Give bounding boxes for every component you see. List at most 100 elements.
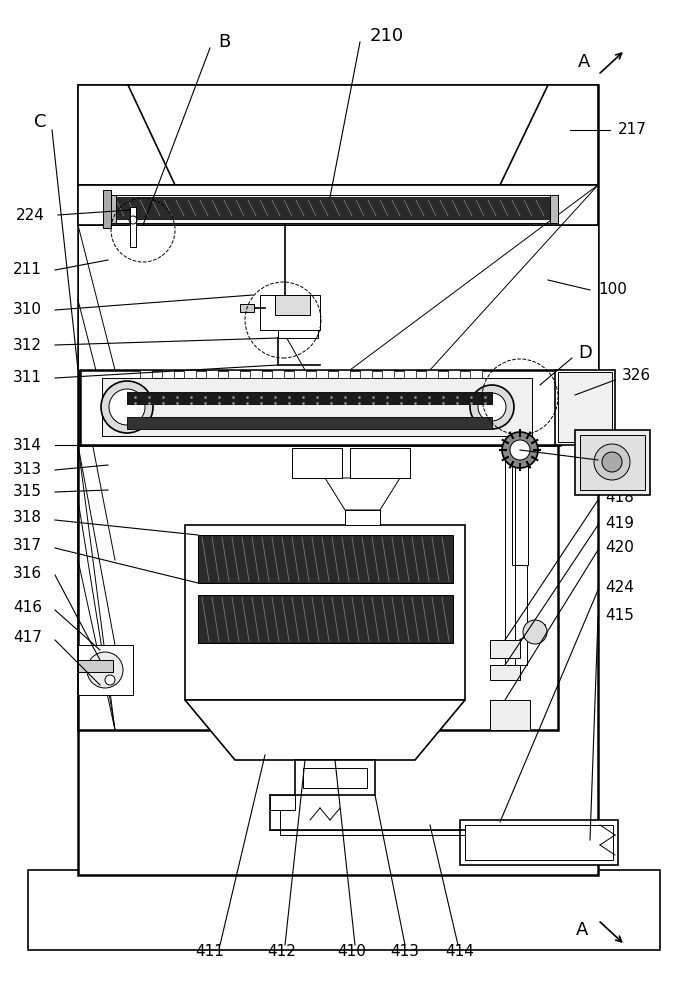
Bar xyxy=(108,195,558,223)
Bar xyxy=(382,370,394,378)
Circle shape xyxy=(594,444,630,480)
Text: 424: 424 xyxy=(605,580,634,595)
Bar xyxy=(470,370,482,378)
Bar xyxy=(575,430,650,495)
Text: 417: 417 xyxy=(13,631,42,646)
Text: 312: 312 xyxy=(13,338,42,353)
Bar xyxy=(108,195,116,223)
Bar xyxy=(28,870,660,950)
Polygon shape xyxy=(325,478,400,510)
Text: 224: 224 xyxy=(16,208,45,223)
Text: C: C xyxy=(34,113,46,131)
Text: A: A xyxy=(576,921,588,939)
Circle shape xyxy=(87,652,123,688)
Polygon shape xyxy=(78,85,598,185)
Text: 419: 419 xyxy=(605,516,634,530)
Text: 217: 217 xyxy=(618,122,647,137)
Bar xyxy=(558,372,612,442)
Text: 319: 319 xyxy=(605,452,634,468)
Text: 211: 211 xyxy=(13,262,42,277)
Text: 415: 415 xyxy=(605,608,634,624)
Bar xyxy=(404,370,416,378)
Text: 311: 311 xyxy=(13,370,42,385)
Bar xyxy=(140,370,152,378)
Circle shape xyxy=(510,440,530,460)
Bar xyxy=(490,665,520,680)
Bar xyxy=(303,768,367,788)
Bar xyxy=(78,185,598,225)
Bar xyxy=(78,645,133,695)
Text: 210: 210 xyxy=(370,27,404,45)
Bar xyxy=(360,370,372,378)
Text: D: D xyxy=(578,344,592,362)
Text: 418: 418 xyxy=(605,490,634,506)
Text: A: A xyxy=(578,53,590,71)
Bar xyxy=(460,820,618,865)
Bar xyxy=(130,207,136,247)
Bar xyxy=(338,370,350,378)
Bar xyxy=(185,525,465,700)
Bar xyxy=(490,640,520,658)
Bar xyxy=(78,85,598,875)
Text: 317: 317 xyxy=(13,538,42,554)
Bar xyxy=(102,378,532,436)
Text: 410: 410 xyxy=(338,944,367,960)
Bar xyxy=(275,295,310,315)
Text: 326: 326 xyxy=(622,368,651,383)
Bar xyxy=(512,445,528,565)
Bar xyxy=(490,700,530,730)
Bar xyxy=(112,197,552,219)
Bar xyxy=(184,370,196,378)
Bar xyxy=(78,445,558,730)
Text: 411: 411 xyxy=(195,944,224,960)
Text: 315: 315 xyxy=(13,485,42,499)
Bar xyxy=(206,370,218,378)
Bar xyxy=(278,330,318,338)
Bar xyxy=(272,370,284,378)
Bar xyxy=(505,445,527,665)
Bar xyxy=(78,660,113,672)
Circle shape xyxy=(109,389,145,425)
Circle shape xyxy=(470,385,514,429)
Text: 414: 414 xyxy=(446,944,475,960)
Bar xyxy=(240,304,254,312)
Bar xyxy=(260,295,320,330)
Bar xyxy=(127,392,492,404)
Text: 313: 313 xyxy=(13,462,42,478)
Bar xyxy=(550,195,558,223)
Text: 316: 316 xyxy=(13,566,42,580)
Bar xyxy=(316,370,328,378)
Circle shape xyxy=(105,675,115,685)
Text: 100: 100 xyxy=(598,282,627,298)
Bar xyxy=(198,595,453,643)
Bar xyxy=(80,370,560,445)
Circle shape xyxy=(523,620,547,644)
Bar xyxy=(350,448,410,478)
Circle shape xyxy=(478,393,506,421)
Bar xyxy=(103,190,111,228)
Bar xyxy=(127,417,492,429)
Polygon shape xyxy=(185,700,465,760)
Text: 413: 413 xyxy=(391,944,420,960)
Bar xyxy=(294,370,306,378)
Bar xyxy=(426,370,438,378)
Bar xyxy=(555,370,615,445)
Bar xyxy=(78,225,598,370)
Bar xyxy=(162,370,174,378)
Text: 416: 416 xyxy=(13,600,42,615)
Bar xyxy=(345,510,380,525)
Bar xyxy=(228,370,240,378)
Circle shape xyxy=(101,381,153,433)
Text: 412: 412 xyxy=(268,944,297,960)
Bar xyxy=(292,448,342,478)
Bar xyxy=(250,370,262,378)
Text: B: B xyxy=(218,33,230,51)
Circle shape xyxy=(502,432,538,468)
Bar xyxy=(465,825,613,860)
Polygon shape xyxy=(270,795,295,810)
Bar xyxy=(295,760,375,795)
Bar xyxy=(448,370,460,378)
Text: 318: 318 xyxy=(13,510,42,526)
Text: 420: 420 xyxy=(605,540,634,556)
Circle shape xyxy=(602,452,622,472)
